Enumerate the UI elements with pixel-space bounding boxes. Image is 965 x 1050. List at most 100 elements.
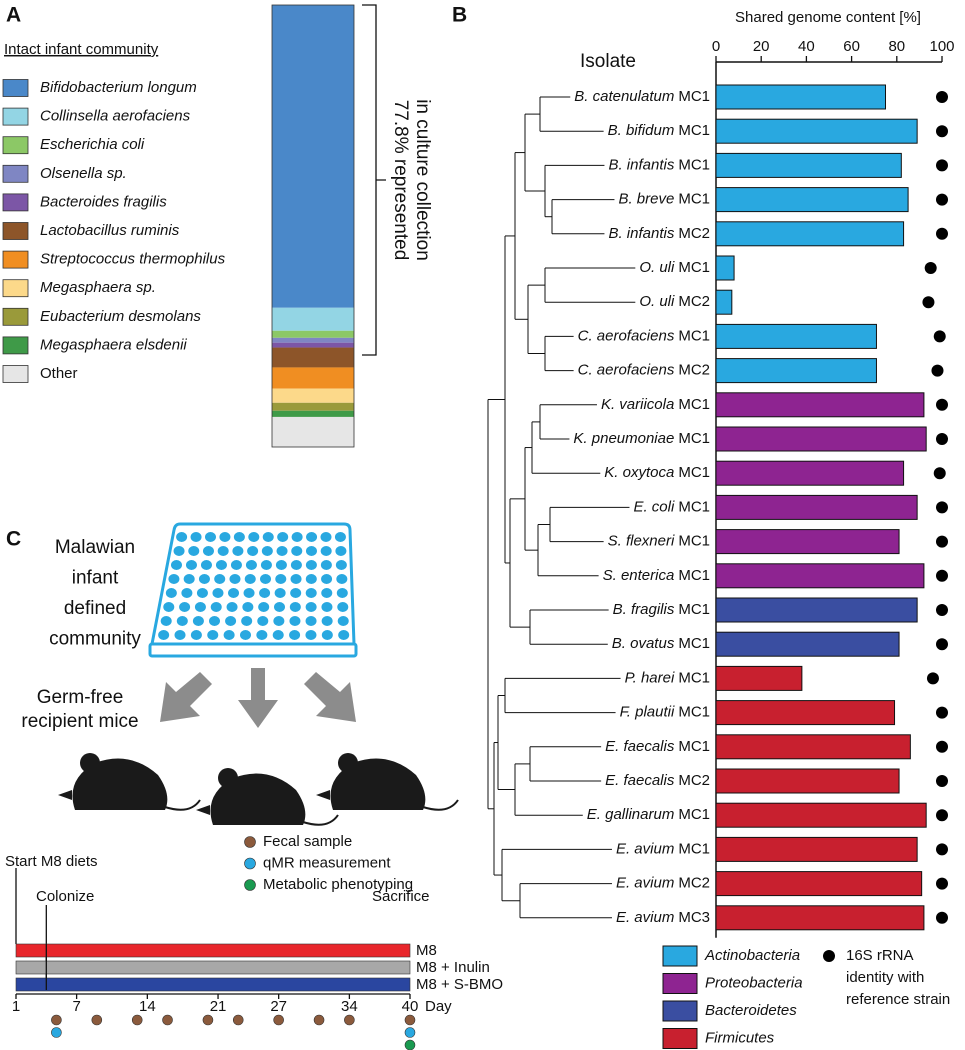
legend-swatch bbox=[2, 336, 29, 355]
species: K. pneumoniae bbox=[573, 430, 674, 447]
well bbox=[228, 588, 240, 598]
event-marker bbox=[404, 1014, 416, 1026]
well bbox=[229, 574, 241, 584]
legend-swatch bbox=[2, 279, 29, 298]
x-tick-label: 7 bbox=[72, 998, 80, 1015]
identity-marker bbox=[933, 467, 946, 480]
bar-segment bbox=[272, 402, 354, 411]
strain: MC1 bbox=[678, 669, 710, 686]
plate-base bbox=[148, 642, 358, 658]
legend-label: reference strain bbox=[846, 991, 950, 1008]
plate-wells bbox=[158, 532, 350, 640]
bar-segment bbox=[272, 367, 354, 389]
x-axis-title: Day bbox=[425, 998, 452, 1015]
identity-marker bbox=[936, 569, 948, 582]
species: B. bifidum bbox=[608, 122, 675, 139]
panel-label: C bbox=[6, 528, 21, 551]
well bbox=[335, 560, 347, 570]
well bbox=[290, 588, 302, 598]
well bbox=[305, 588, 317, 598]
strain: MC1 bbox=[678, 259, 710, 276]
start-label: Start M8 diets bbox=[5, 853, 98, 870]
species: B. breve bbox=[618, 191, 674, 208]
well bbox=[259, 588, 271, 598]
well bbox=[176, 532, 188, 542]
bar bbox=[715, 529, 900, 555]
well bbox=[158, 630, 170, 640]
identity-marker bbox=[936, 398, 948, 411]
well bbox=[261, 546, 273, 556]
well bbox=[262, 532, 274, 542]
legend-label: Bacteroidetes bbox=[705, 1002, 797, 1019]
well bbox=[305, 574, 317, 584]
well bbox=[173, 546, 185, 556]
bar bbox=[715, 84, 886, 110]
well bbox=[225, 616, 237, 626]
well bbox=[336, 574, 348, 584]
mouse bbox=[58, 753, 201, 811]
well bbox=[260, 560, 272, 570]
y-tick-label: C. aerofaciens MC1 bbox=[578, 327, 710, 344]
legend-label: Megasphaera elsdenii bbox=[40, 336, 187, 353]
strain: MC1 bbox=[678, 464, 710, 481]
strain: MC1 bbox=[678, 498, 710, 515]
well bbox=[242, 602, 254, 612]
well bbox=[174, 630, 186, 640]
well bbox=[247, 546, 259, 556]
well bbox=[305, 602, 317, 612]
y-tick-label: E. faecalis MC2 bbox=[605, 772, 710, 789]
well bbox=[321, 616, 333, 626]
species: E. avium bbox=[616, 909, 674, 926]
event-marker bbox=[313, 1014, 325, 1026]
well bbox=[305, 560, 317, 570]
y-tick-label: E. avium MC3 bbox=[616, 909, 710, 926]
well bbox=[256, 630, 268, 640]
bar bbox=[715, 665, 803, 691]
recipient-label: recipient mice bbox=[21, 711, 138, 732]
bar-segment bbox=[272, 337, 354, 343]
y-tick-label: O. uli MC2 bbox=[639, 293, 710, 310]
bar bbox=[715, 358, 877, 384]
identity-marker bbox=[936, 843, 948, 856]
well bbox=[183, 574, 195, 584]
identity-marker bbox=[922, 296, 935, 309]
well bbox=[232, 546, 244, 556]
diet-bar bbox=[15, 960, 411, 975]
legend-swatch bbox=[2, 365, 29, 383]
legend-label: Streptococcus thermophilus bbox=[40, 251, 226, 268]
y-tick-label: K. oxytoca MC1 bbox=[604, 464, 710, 481]
legend-marker bbox=[823, 950, 835, 962]
well bbox=[336, 588, 348, 598]
mice bbox=[58, 753, 459, 826]
bar bbox=[715, 494, 918, 520]
plate bbox=[150, 522, 356, 646]
legend-swatch bbox=[2, 164, 29, 183]
bar bbox=[715, 700, 896, 726]
legend-title: Intact infant community bbox=[4, 41, 159, 58]
legend-swatch bbox=[662, 1028, 698, 1049]
well bbox=[196, 588, 208, 598]
strain: MC1 bbox=[678, 601, 710, 618]
x-tick-label: 1 bbox=[12, 998, 20, 1015]
arrow bbox=[238, 668, 278, 728]
y-tick-label: E. avium MC2 bbox=[616, 875, 710, 892]
species: B. catenulatum bbox=[574, 88, 674, 105]
bar-segment bbox=[272, 410, 354, 417]
species: K. variicola bbox=[601, 396, 674, 413]
well bbox=[306, 532, 318, 542]
diet-label: M8 bbox=[416, 942, 437, 959]
x-tick-label: 20 bbox=[753, 38, 770, 55]
strain: MC2 bbox=[678, 772, 710, 789]
identity-marker bbox=[936, 775, 948, 787]
well bbox=[320, 532, 332, 542]
bracket bbox=[362, 4, 386, 356]
well bbox=[190, 630, 202, 640]
bar bbox=[715, 255, 735, 281]
identity-marker bbox=[936, 227, 948, 240]
legend-label: qMR measurement bbox=[263, 854, 391, 871]
well bbox=[239, 630, 251, 640]
well bbox=[219, 532, 231, 542]
event-marker bbox=[51, 1027, 62, 1038]
well bbox=[305, 616, 317, 626]
well bbox=[334, 532, 346, 542]
